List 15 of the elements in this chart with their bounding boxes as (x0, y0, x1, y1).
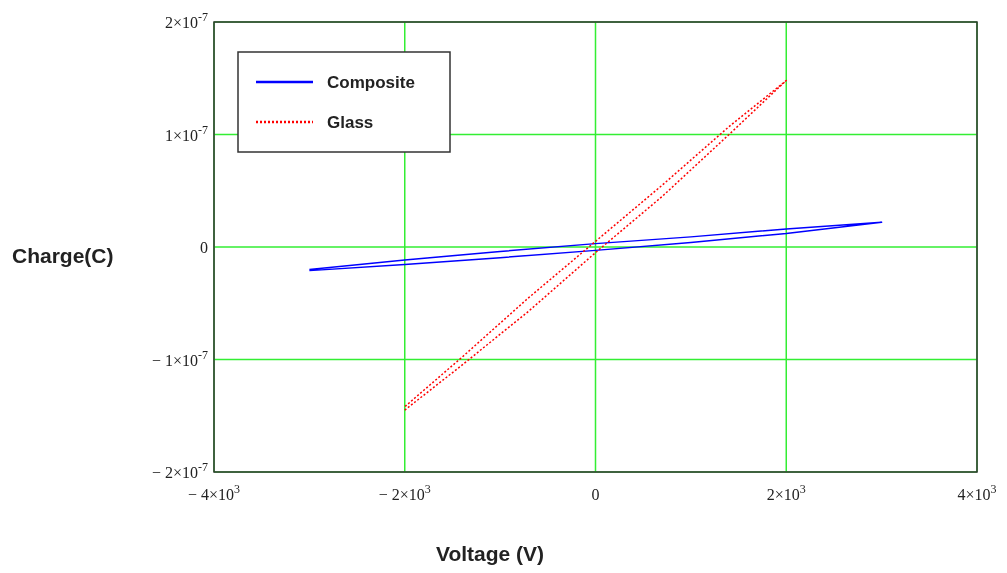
y-axis-title: Charge(C) (12, 244, 114, 267)
x-tick-label: 0 (591, 486, 600, 503)
y-tick-label: 0 (200, 239, 208, 256)
x-tick-label: − 2×10$^{3}$ (378, 482, 431, 503)
x-tick-label: 2×10$^{3}$ (766, 482, 806, 503)
x-tick-label: 4×10$^{3}$ (957, 482, 997, 503)
y-tick-label: 2×10$^{-7}$ (164, 10, 208, 31)
x-axis-title: Voltage (V) (435, 542, 545, 565)
x-tick-label: − 4×10$^{3}$ (187, 482, 241, 503)
y-tick-label: − 1×10$^{-7}$ (151, 347, 208, 369)
y-tick-label: − 2×10$^{-7}$ (151, 460, 208, 481)
legend-label: Composite (327, 73, 415, 92)
y-tick-label: 1×10$^{-7}$ (164, 122, 208, 144)
legend-label: Glass (327, 113, 374, 132)
line-series (308, 221, 883, 272)
